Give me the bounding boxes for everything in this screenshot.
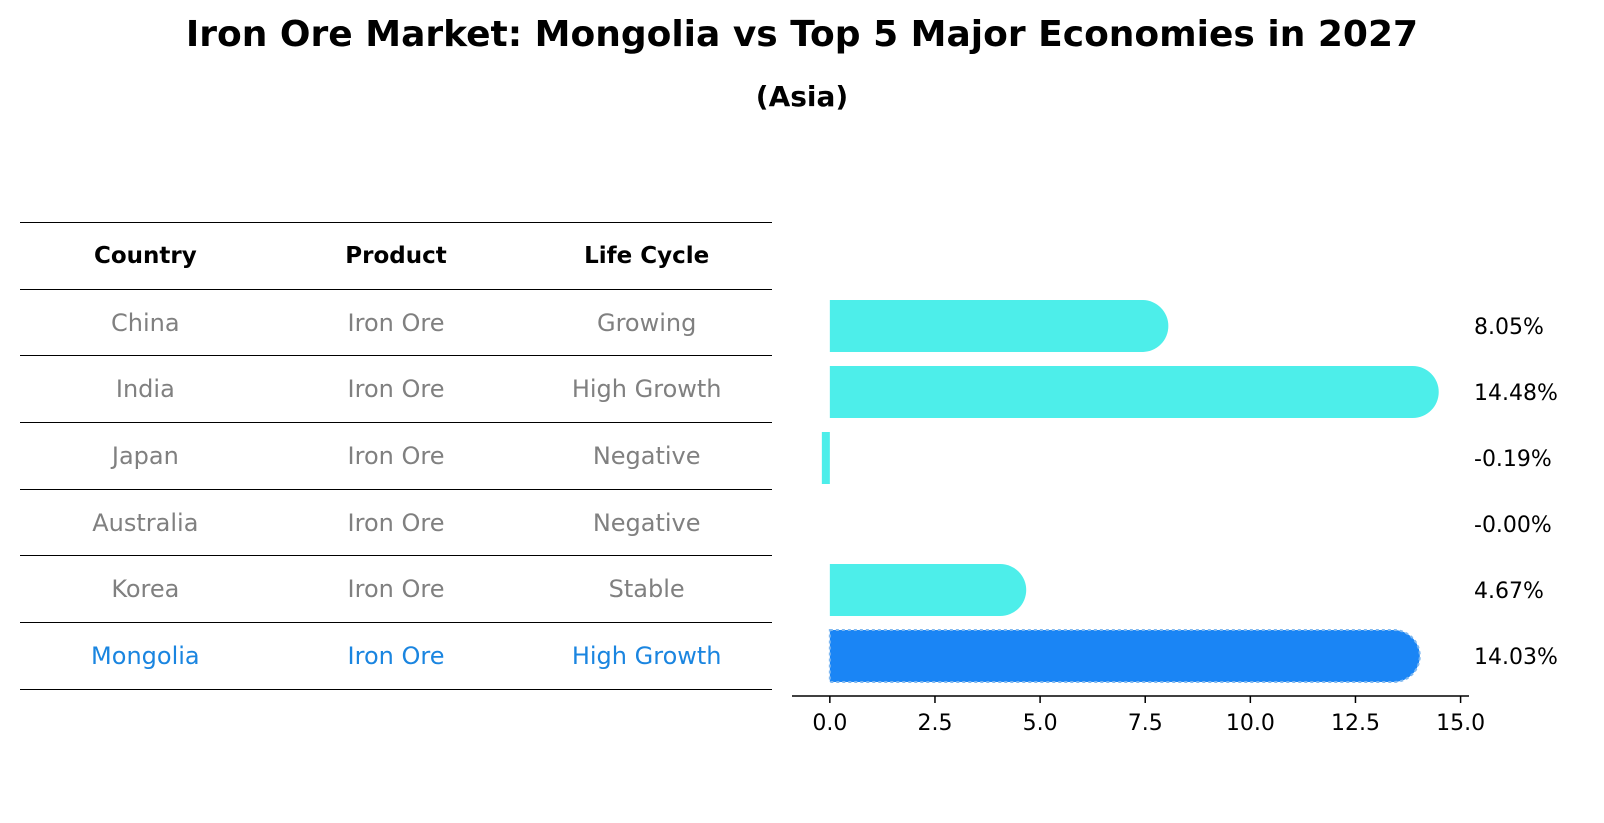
value-label-mongolia: 14.03% bbox=[1474, 645, 1558, 670]
value-label-australia: -0.00% bbox=[1474, 513, 1552, 538]
cell-life-cycle: Negative bbox=[592, 441, 701, 470]
cell-life-cycle: Negative bbox=[592, 508, 701, 537]
data-table: Country Product Life Cycle China Iron Or… bbox=[20, 222, 772, 690]
x-tick-label: 15.0 bbox=[1436, 711, 1485, 736]
cell-country: Japan bbox=[111, 441, 179, 470]
cell-country: Korea bbox=[111, 575, 180, 604]
chart-subtitle: (Asia) bbox=[755, 80, 849, 113]
header-life-cycle: Life Cycle bbox=[584, 242, 710, 269]
cell-product: Iron Ore bbox=[347, 508, 445, 537]
cell-product: Iron Ore bbox=[347, 375, 445, 404]
x-tick-label: 7.5 bbox=[1128, 711, 1163, 736]
x-tick-label: 10.0 bbox=[1226, 711, 1275, 736]
table-header-row: Country Product Life Cycle bbox=[20, 223, 772, 290]
cell-life-cycle: High Growth bbox=[571, 375, 722, 404]
table-row-highlighted: Mongolia Iron Ore High Growth bbox=[20, 623, 772, 690]
value-label-india: 14.48% bbox=[1474, 381, 1558, 406]
bar-india bbox=[829, 366, 1439, 418]
x-tick-label: 5.0 bbox=[1023, 711, 1058, 736]
bar-korea bbox=[829, 564, 1027, 616]
value-label-korea: 4.67% bbox=[1474, 579, 1544, 604]
table-row: Japan Iron Ore Negative bbox=[20, 423, 772, 490]
table-row: Australia Iron Ore Negative bbox=[20, 490, 772, 557]
bar-japan bbox=[821, 432, 830, 484]
table-row: India Iron Ore High Growth bbox=[20, 356, 772, 424]
cell-country: Australia bbox=[92, 508, 199, 537]
x-tick-label: 12.5 bbox=[1331, 711, 1380, 736]
table-row: Korea Iron Ore Stable bbox=[20, 556, 772, 624]
header-product: Product bbox=[345, 242, 447, 269]
cell-product: Iron Ore bbox=[347, 575, 445, 604]
cell-life-cycle: Growing bbox=[596, 308, 697, 337]
cell-country: Mongolia bbox=[91, 641, 200, 670]
value-label-japan: -0.19% bbox=[1474, 447, 1552, 472]
cell-life-cycle: High Growth bbox=[571, 641, 722, 670]
bar-mongolia bbox=[828, 629, 1421, 683]
cell-country: China bbox=[111, 308, 180, 337]
cell-product: Iron Ore bbox=[347, 441, 445, 470]
cell-product: Iron Ore bbox=[347, 308, 445, 337]
table-row: China Iron Ore Growing bbox=[20, 290, 772, 357]
header-country: Country bbox=[93, 242, 197, 269]
value-label-china: 8.05% bbox=[1474, 315, 1544, 340]
cell-country: India bbox=[115, 375, 175, 404]
chart-title: Iron Ore Market: Mongolia vs Top 5 Major… bbox=[185, 14, 1419, 55]
cell-life-cycle: Stable bbox=[608, 575, 685, 604]
cell-product: Iron Ore bbox=[347, 641, 445, 670]
x-tick-label: 0.0 bbox=[812, 711, 847, 736]
bar-china bbox=[829, 300, 1169, 352]
x-tick-label: 2.5 bbox=[917, 711, 952, 736]
